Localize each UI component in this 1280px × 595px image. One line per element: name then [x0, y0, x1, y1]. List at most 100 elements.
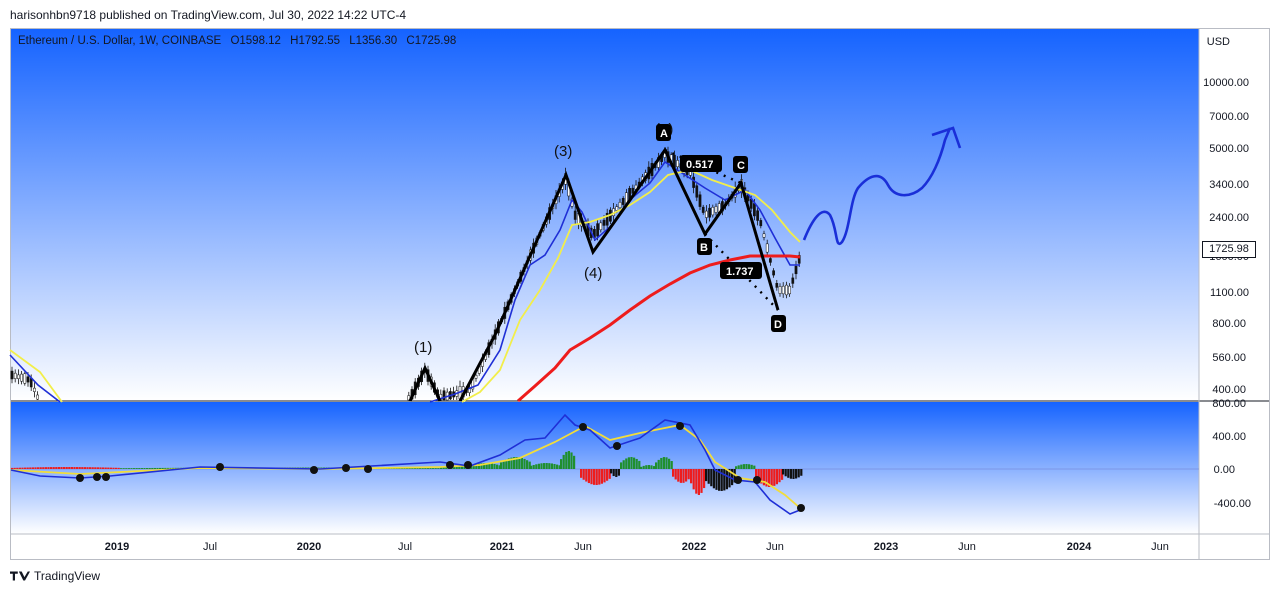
histogram-bar [151, 467, 154, 469]
histogram-bar [617, 469, 620, 476]
histogram-bar [787, 469, 790, 478]
histogram-bar [735, 466, 738, 469]
histogram-bar [76, 467, 79, 469]
time-tick: 2019 [105, 541, 129, 553]
point-a-label: A [660, 128, 668, 140]
price-tick: 3400.00 [1209, 179, 1249, 191]
histogram-bar [633, 457, 636, 469]
histogram-bar [518, 457, 521, 469]
histogram-bar [104, 467, 107, 469]
histogram-bar [143, 468, 146, 469]
histogram-bar [530, 465, 533, 469]
histogram-bar [580, 469, 583, 478]
cross-dot [464, 461, 472, 469]
point-b-label: B [700, 242, 708, 254]
price-tick: 2400.00 [1209, 212, 1249, 224]
histogram-bar [647, 465, 650, 469]
wave-pattern-line [408, 147, 780, 402]
candle-body [778, 286, 782, 294]
histogram-bar [595, 469, 598, 485]
candle-body [711, 207, 715, 216]
time-tick: Jul [203, 541, 217, 553]
symbol-name: Ethereum / U.S. Dollar, 1W, COINBASE [18, 35, 222, 47]
histogram-bar [789, 469, 792, 479]
footer: TradingView [10, 569, 100, 583]
histogram-bar [548, 463, 551, 469]
histogram-bar [630, 457, 633, 469]
histogram-bar [690, 469, 693, 484]
histogram-bar [567, 451, 570, 469]
histogram-bar [133, 468, 136, 469]
histogram-bar [488, 463, 491, 469]
cross-dot [676, 422, 684, 430]
cross-dot [93, 473, 101, 481]
histogram-bar [565, 451, 568, 469]
histogram-bar [480, 463, 483, 469]
price-tick: 5000.00 [1209, 143, 1249, 155]
cross-dot [102, 473, 110, 481]
candle-body [762, 233, 766, 238]
histogram-bar [442, 466, 445, 469]
wave-label-4: (4) [584, 265, 602, 282]
candle-body [788, 285, 791, 295]
histogram-bar [590, 469, 593, 485]
histogram-bar [477, 463, 480, 469]
histogram-bar [645, 465, 648, 469]
cross-dot [797, 504, 805, 512]
candle-body [692, 176, 695, 188]
histogram-bar [510, 457, 513, 469]
histogram-bar [768, 469, 771, 487]
histogram-bar [677, 469, 680, 482]
candle-body [26, 376, 30, 383]
high-value: H1792.55 [290, 35, 341, 47]
price-axis: USD 10000.00 7000.00 5000.00 3400.00 240… [1203, 36, 1249, 396]
histogram-bar [496, 464, 499, 469]
histogram-bar [434, 468, 437, 469]
histogram-bar [44, 467, 47, 469]
histogram-bar [585, 469, 588, 482]
candle-body [23, 373, 27, 384]
price-tick: 1100.00 [1210, 287, 1249, 299]
histogram-bar [148, 467, 151, 469]
histogram-bar [11, 467, 14, 469]
histogram-bar [458, 466, 461, 469]
histogram-bar [24, 467, 27, 469]
histogram-bar [703, 469, 706, 489]
histogram-bar [416, 468, 419, 469]
histogram-bar [109, 467, 112, 469]
histogram-bar [107, 467, 110, 469]
histogram-bar [795, 469, 798, 479]
histogram-bar [507, 458, 510, 469]
candle-body [765, 243, 769, 253]
time-tick: 2023 [874, 541, 898, 553]
histogram-bar [31, 467, 34, 469]
histogram-bar [138, 468, 141, 469]
histogram-bar [73, 467, 76, 469]
osc-tick: 0.00 [1214, 464, 1235, 476]
histogram-bar [797, 469, 800, 478]
price-axis-currency: USD [1207, 36, 1230, 48]
histogram-bar [432, 468, 435, 469]
histogram-bar [587, 469, 590, 484]
candle-body [36, 394, 39, 400]
histogram-bar [490, 463, 493, 469]
histogram-bar [463, 466, 466, 469]
candle-body [474, 375, 478, 379]
histogram-bar [523, 458, 526, 469]
candle-body [708, 207, 711, 218]
histogram-bar [562, 454, 565, 469]
candle-body [621, 198, 625, 205]
candle-body [10, 370, 14, 380]
candle-body [573, 210, 577, 220]
histogram-bar [712, 469, 715, 489]
histogram-bar [29, 467, 32, 469]
cross-dot [76, 474, 84, 482]
candle-body [17, 374, 20, 379]
histogram-bar [127, 468, 130, 469]
candle-body [676, 160, 679, 167]
histogram-bar [169, 467, 172, 469]
candle-body [33, 387, 36, 392]
histogram-bar [115, 467, 118, 469]
histogram-bar [483, 463, 486, 469]
